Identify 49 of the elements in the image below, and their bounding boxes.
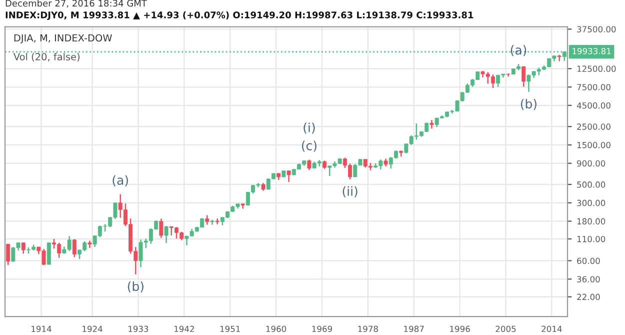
y-tick-label: 4500.00 bbox=[576, 102, 610, 109]
y-tick-label: 37500.00 bbox=[577, 26, 616, 32]
y-tick-label: 2500.00 bbox=[577, 124, 610, 130]
candlestick bbox=[307, 159, 312, 171]
y-tick-label: 22.00 bbox=[577, 294, 600, 300]
candlestick bbox=[215, 218, 220, 225]
candlestick bbox=[46, 242, 51, 266]
annotation: (b) bbox=[520, 98, 536, 110]
y-tick-label: 110.00 bbox=[577, 236, 606, 242]
annotation: (ii) bbox=[342, 186, 358, 198]
annotation: (a) bbox=[112, 175, 128, 186]
x-tick-label: 1960 bbox=[266, 326, 286, 332]
x-tick-label: 1933 bbox=[128, 326, 148, 332]
y-tick-label: 300.00 bbox=[577, 200, 606, 206]
x-tick-label: 2014 bbox=[542, 326, 562, 332]
x-tick-label: 2005 bbox=[496, 326, 516, 332]
ref-line-label: 19933.81 bbox=[572, 48, 611, 54]
text: December 27, 2016 18:34 GMT bbox=[6, 0, 147, 8]
y-tick-label: 1500.00 bbox=[577, 142, 610, 148]
text: DJIA, M, INDEX-DOW bbox=[14, 34, 112, 44]
candlestick bbox=[164, 225, 168, 244]
candlestick bbox=[6, 243, 10, 266]
candlestick bbox=[286, 170, 291, 183]
candlestick bbox=[72, 238, 76, 258]
y-tick-label: 180.00 bbox=[577, 218, 606, 224]
x-tick-label: 1987 bbox=[404, 326, 424, 332]
annotation: (i) bbox=[304, 122, 315, 134]
annotation: (c) bbox=[302, 140, 316, 152]
x-tick-label: 1942 bbox=[174, 326, 194, 332]
candlestick bbox=[205, 214, 210, 226]
x-tick-label: 1951 bbox=[220, 326, 240, 332]
x-tick-label: 1924 bbox=[82, 326, 102, 332]
x-tick-label: 1978 bbox=[358, 326, 378, 332]
candlestick bbox=[21, 242, 26, 254]
annotation: (a) bbox=[510, 45, 526, 56]
annotation: (b) bbox=[128, 281, 144, 293]
candlestick bbox=[522, 66, 526, 88]
x-tick-label: 1914 bbox=[32, 326, 52, 332]
y-tick-label: 7500.00 bbox=[577, 84, 610, 90]
y-tick-label: 500.00 bbox=[577, 181, 606, 188]
y-tick-label: 36.00 bbox=[577, 276, 600, 282]
x-tick-label: 1969 bbox=[312, 326, 332, 332]
y-tick-label: 60.00 bbox=[577, 258, 600, 264]
y-tick-label: 900.00 bbox=[577, 160, 606, 167]
y-tick-label: 12500.00 bbox=[577, 66, 616, 72]
x-tick-label: 1996 bbox=[450, 326, 470, 332]
annotation: Vol (20, false) bbox=[14, 52, 80, 62]
candlestick bbox=[159, 218, 164, 239]
chart-subtitle: INDEX:DJY0, M 19933.81 ▲ +14.93 (+0.07%) O:19149.20 H:19987.63 L:19138.79 C:19933.81 bbox=[6, 11, 474, 20]
